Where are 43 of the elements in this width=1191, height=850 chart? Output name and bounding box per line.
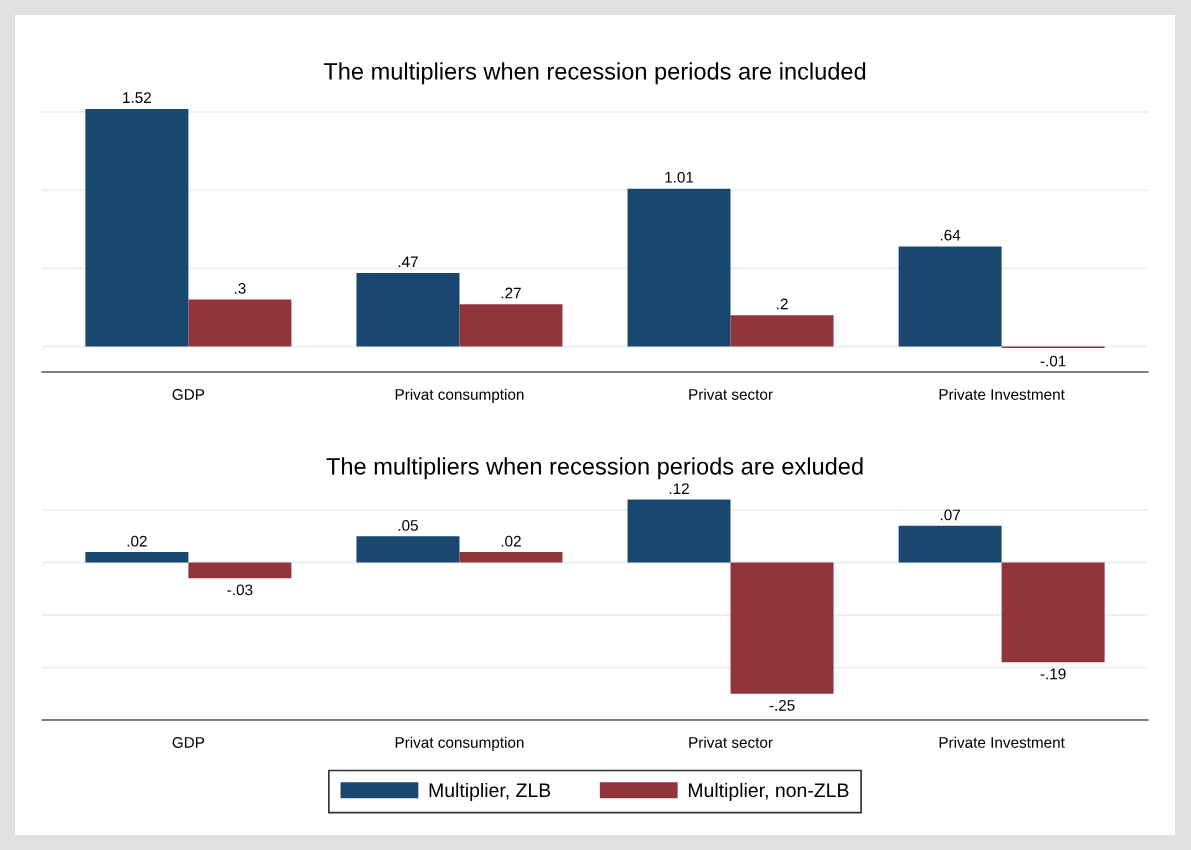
chart-title: The multipliers when recession periods are exluded: [326, 457, 863, 480]
x-tick-label: Private Investment: [939, 736, 1065, 748]
bar: [356, 273, 460, 347]
bar: [188, 562, 292, 579]
legend-label: Multiplier, ZLB: [429, 782, 551, 801]
data-label: 1.52: [123, 92, 151, 104]
data-label: .64: [940, 229, 961, 241]
legend-label: Multiplier, non-ZLB: [688, 782, 849, 801]
data-label: .05: [398, 520, 418, 531]
bar: [730, 562, 834, 694]
bar: [459, 304, 563, 347]
data-label: -.19: [1040, 668, 1066, 680]
data-label: .12: [669, 483, 689, 494]
bar: [188, 299, 292, 347]
x-tick-label: GDP: [172, 389, 205, 400]
bar: [627, 499, 731, 563]
data-label: .47: [398, 256, 418, 268]
data-label: .27: [501, 287, 521, 299]
x-tick-label: Privat consumption: [395, 388, 524, 403]
x-tick-label: Private Investment: [939, 388, 1065, 400]
x-tick-label: Privat consumption: [395, 736, 524, 751]
x-tick-label: Privat sector: [689, 736, 773, 748]
bar: [898, 246, 1002, 347]
chart-title: The multipliers when recession periods are included: [323, 62, 866, 85]
data-label: .02: [127, 535, 147, 547]
data-label: -.03: [227, 584, 253, 596]
data-label: -.01: [1040, 355, 1066, 367]
data-label: .3: [234, 282, 246, 294]
data-label: .07: [940, 509, 960, 521]
bar: [85, 108, 189, 347]
x-tick-label: Privat sector: [689, 388, 773, 400]
bar: [85, 551, 189, 563]
bar: [356, 536, 460, 563]
data-label: 1.01: [665, 171, 694, 183]
data-label: .2: [777, 298, 788, 310]
bar: [730, 315, 834, 347]
bar: [627, 188, 731, 347]
data-label: -.25: [769, 699, 795, 711]
x-tick-label: GDP: [172, 737, 205, 748]
bar: [1001, 562, 1105, 663]
bar: [459, 551, 563, 563]
data-label: .02: [501, 535, 521, 547]
bar: [898, 525, 1002, 563]
